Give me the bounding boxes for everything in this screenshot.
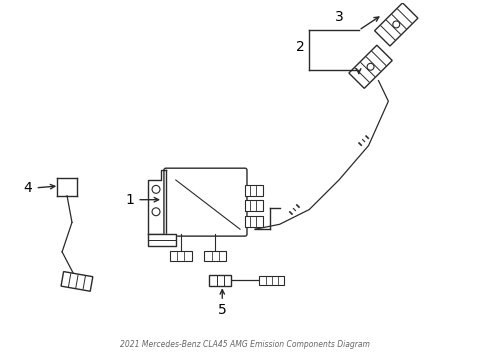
Polygon shape: [349, 45, 392, 88]
Bar: [245, 200, 263, 211]
Circle shape: [367, 63, 374, 70]
Polygon shape: [61, 271, 93, 291]
Text: 2021 Mercedes-Benz CLA45 AMG Emission Components Diagram: 2021 Mercedes-Benz CLA45 AMG Emission Co…: [120, 340, 370, 349]
Bar: [245, 216, 263, 227]
Bar: [245, 185, 263, 196]
Text: 5: 5: [218, 303, 227, 317]
Polygon shape: [259, 275, 284, 285]
Text: 3: 3: [335, 10, 343, 24]
Polygon shape: [148, 234, 176, 246]
Polygon shape: [148, 170, 166, 234]
Text: 1: 1: [125, 193, 134, 207]
Text: 2: 2: [295, 40, 304, 54]
Text: 4: 4: [24, 181, 32, 195]
Polygon shape: [374, 3, 418, 46]
FancyBboxPatch shape: [164, 168, 247, 236]
Polygon shape: [209, 275, 231, 286]
Circle shape: [393, 21, 400, 28]
Polygon shape: [204, 251, 226, 261]
Polygon shape: [170, 251, 192, 261]
